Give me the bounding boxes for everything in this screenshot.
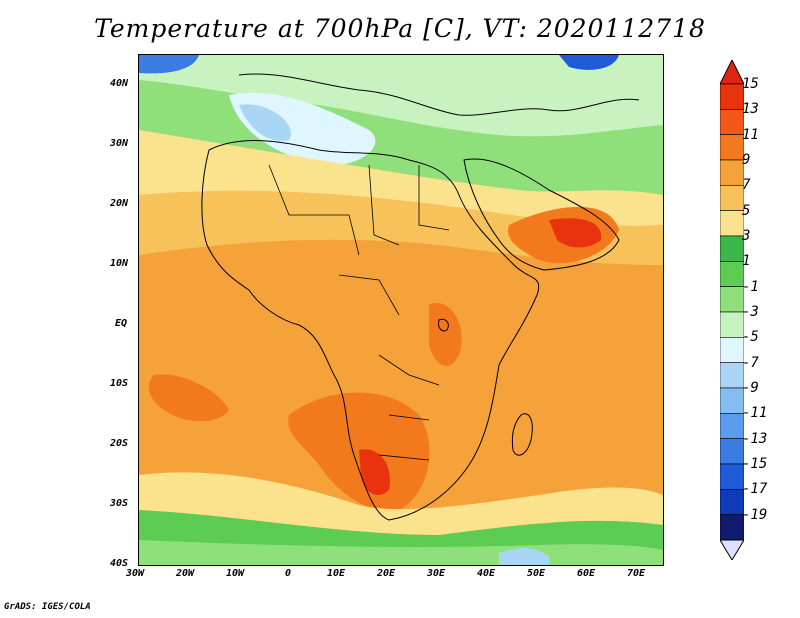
colorbar-label: 5 [742, 202, 751, 219]
map-panel [138, 54, 664, 566]
lat-tick: 10S [110, 378, 129, 389]
lon-tick: 30W [126, 568, 145, 579]
field-atlantic-warm [148, 374, 229, 422]
lat-tick: 20N [110, 198, 129, 209]
lon-tick: 70E [627, 568, 646, 579]
field-south-yellow [139, 472, 663, 535]
mediterranean-coast [238, 73, 640, 116]
lat-tick: 30S [110, 498, 129, 509]
lon-tick: 0 [285, 568, 292, 579]
colorbar-max-arrow [720, 60, 744, 85]
field-north-light [139, 55, 663, 137]
colorbar-min-arrow [720, 539, 744, 560]
colorbar-label: 9 [742, 152, 751, 168]
lon-tick: 40E [477, 568, 496, 579]
credit-text: GrADS: IGES/COLA [4, 602, 91, 612]
lat-tick: 10N [110, 258, 129, 269]
colorbar-swatch [720, 134, 744, 161]
field-north-cold-core [239, 104, 291, 141]
colorbar-label: 3 [742, 228, 751, 244]
colorbar [720, 60, 744, 560]
colorbar-swatch [720, 362, 744, 389]
colorbar-swatch [720, 337, 744, 363]
field-south-africa-warm [288, 392, 430, 511]
colorbar-swatch [720, 413, 744, 439]
colorbar-swatch [720, 185, 744, 211]
lon-tick: 20W [176, 568, 195, 579]
lat-tick: 40N [110, 78, 129, 89]
lat-tick: EQ [115, 318, 128, 329]
lon-tick: 30E [427, 568, 446, 579]
colorbar-swatch [720, 210, 744, 237]
colorbar-label: -7 [742, 354, 759, 371]
lake-victoria-outline [438, 318, 449, 332]
colorbar-label: -5 [742, 329, 759, 346]
colorbar-swatch [720, 438, 744, 465]
colorbar-label: -13 [742, 430, 768, 447]
colorbar-swatch [720, 286, 744, 313]
colorbar-swatch [720, 109, 744, 135]
madagascar-outline [511, 413, 533, 456]
colorbar-label: 1 [742, 253, 751, 270]
colorbar-label: -3 [742, 304, 759, 320]
colorbar-swatch [720, 159, 744, 186]
colorbar-swatch [720, 261, 744, 287]
field-south-cold [499, 548, 549, 565]
colorbar-label: 13 [742, 101, 759, 118]
lat-tick: 20S [110, 438, 129, 449]
field-east-africa-warm [429, 303, 462, 366]
colorbar-swatch [720, 387, 744, 414]
lon-tick: 10E [327, 568, 346, 579]
country-borders [268, 164, 450, 461]
temperature-field [139, 55, 663, 565]
lat-tick: 40S [110, 558, 129, 569]
lat-tick: 30N [110, 138, 129, 149]
colorbar-swatch [720, 463, 744, 490]
colorbar-swatch [720, 489, 744, 515]
colorbar-label: -17 [742, 481, 768, 498]
colorbar-swatch [720, 514, 744, 541]
colorbar-label: 15 [742, 76, 759, 92]
colorbar-label: -15 [742, 456, 768, 472]
colorbar-label: -1 [742, 278, 759, 295]
lon-tick: 20E [377, 568, 396, 579]
lon-tick: 60E [577, 568, 596, 579]
arabia-outline [463, 158, 620, 271]
colorbar-swatch [720, 83, 744, 110]
colorbar-label: -9 [742, 380, 759, 396]
colorbar-swatch [720, 235, 744, 262]
field-arabia-hot [549, 218, 602, 248]
colorbar-label: 7 [742, 177, 751, 194]
lon-tick: 10W [226, 568, 245, 579]
lon-tick: 50E [527, 568, 546, 579]
field-ne-cold [559, 55, 619, 70]
colorbar-label: -11 [742, 405, 768, 422]
colorbar-label: -19 [742, 506, 768, 523]
field-transition-yellow [139, 130, 663, 226]
colorbar-swatch [720, 311, 744, 338]
africa-outline [201, 140, 540, 521]
chart-title: Temperature at 700hPa [C], VT: 202011271… [94, 14, 706, 43]
field-nw-cold [139, 55, 199, 74]
colorbar-label: 11 [742, 126, 759, 143]
field-namibia-hot [359, 449, 390, 495]
